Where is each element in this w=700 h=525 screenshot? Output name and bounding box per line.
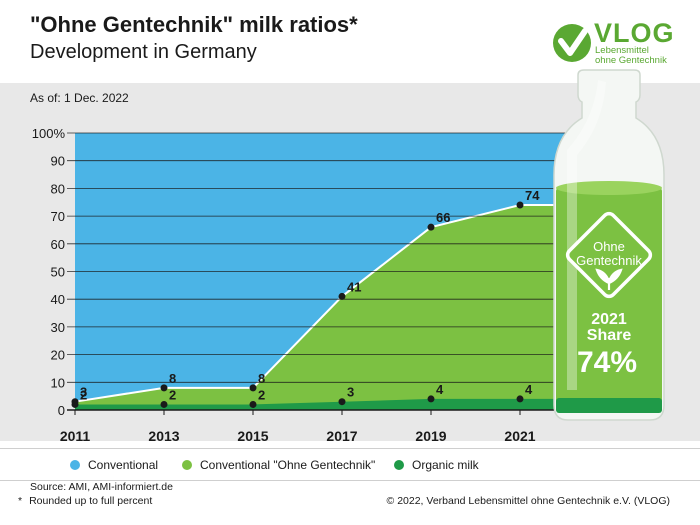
vlog-checkmark-icon	[553, 24, 591, 62]
y-tick-label: 60	[51, 237, 65, 252]
legend: Conventional Conventional "Ohne Gentechn…	[0, 452, 700, 480]
x-tick-label: 2011	[60, 428, 91, 444]
copyright: © 2022, Verband Lebensmittel ohne Gentec…	[386, 495, 670, 507]
ohne-gentechnik-data-label: 3	[80, 385, 87, 400]
y-tick-label: 40	[51, 292, 65, 307]
organic-point	[338, 398, 346, 406]
ohne-gentechnik-data-label: 66	[436, 210, 450, 225]
area-chart: 100% 90 80 70 60 50 40 30 20 10 0 2011 2013 2015 2017 2…	[32, 69, 665, 444]
ohne-gentechnik-data-label: 8	[258, 371, 265, 386]
organic-data-label: 4	[436, 382, 444, 397]
legend-dot	[394, 460, 404, 470]
x-tick-label: 2019	[415, 428, 446, 444]
ohne-gentechnik-data-label: 8	[169, 371, 176, 386]
seal-text-line-1: Ohne	[593, 239, 625, 254]
legend-item-conventional: Conventional	[70, 458, 158, 472]
plant-icon	[595, 268, 623, 290]
legend-label: Conventional	[88, 458, 159, 472]
rounding-note: * Rounded up to full percent	[18, 495, 153, 507]
ohne-gentechnik-point	[427, 223, 435, 231]
ohne-gentechnik-point	[160, 384, 168, 392]
vlog-logo: VLOG Lebensmittel ohne Gentechnik	[552, 18, 682, 68]
organic-data-label: 2	[80, 387, 87, 402]
y-tick-label: 80	[51, 181, 65, 196]
x-tick-label: 2021	[504, 428, 535, 444]
organic-point	[427, 395, 435, 403]
ohne-gentechnik-seal	[565, 211, 653, 299]
ohne-gentechnik-point	[516, 201, 524, 209]
bottle-fill-organic	[556, 398, 662, 413]
organic-point	[160, 400, 168, 408]
ohne-gentechnik-point	[249, 384, 257, 392]
organic-point	[516, 395, 524, 403]
share-year: 2021	[591, 311, 627, 328]
x-tick-label: 2017	[326, 428, 357, 444]
y-tick-label: 30	[51, 320, 65, 335]
legend-item-conventional-ohne-gentechnik: Conventional "Ohne Gentechnik"	[182, 458, 375, 472]
y-tick-label: 0	[58, 403, 65, 418]
organic-data-label: 4	[525, 382, 533, 397]
y-tick-label: 50	[51, 265, 65, 280]
x-tick-label: 2013	[148, 428, 179, 444]
y-tick-label: 10	[51, 375, 65, 390]
organic-data-label: 2	[258, 387, 265, 402]
organic-point	[249, 400, 257, 408]
legend-label: Organic milk	[412, 458, 479, 472]
series-ohne-gentechnik-area	[75, 205, 640, 410]
legend-item-organic: Organic milk	[394, 458, 479, 472]
ohne-gentechnik-data-label: 41	[347, 279, 361, 294]
organic-data-label: 3	[347, 385, 354, 400]
legend-dot	[182, 460, 192, 470]
legend-label: Conventional "Ohne Gentechnik"	[200, 458, 376, 472]
as-of-date: As of: 1 Dec. 2022	[30, 91, 129, 105]
organic-point	[71, 400, 79, 408]
organic-data-label: 2	[169, 387, 176, 402]
chart-subtitle: Development in Germany	[30, 41, 257, 63]
y-tick-label: 100%	[32, 126, 66, 141]
ohne-gentechnik-data-label: 74	[525, 188, 540, 203]
series-organic-area	[75, 398, 640, 410]
note-text: Rounded up to full percent	[29, 495, 153, 507]
legend-dot	[70, 460, 80, 470]
bottle-highlight	[567, 80, 606, 390]
y-tick-label: 70	[51, 209, 65, 224]
ohne-gentechnik-point	[338, 292, 346, 300]
y-tick-label: 20	[51, 348, 65, 363]
share-label: Share	[587, 327, 632, 344]
logo-name: VLOG	[594, 18, 675, 48]
share-value: 74%	[577, 346, 637, 379]
y-tick-label: 90	[51, 154, 65, 169]
logo-tagline-2: ohne Gentechnik	[595, 55, 667, 66]
source-note: Source: AMI, AMI-informiert.de	[30, 481, 173, 493]
chart-title: "Ohne Gentechnik" milk ratios*	[30, 12, 358, 37]
footer-divider	[0, 480, 700, 481]
logo-tagline-1: Lebensmittel	[595, 45, 649, 56]
seal-text-line-2: Gentechnik	[576, 253, 642, 268]
bottle-fill-surface	[556, 181, 662, 195]
x-tick-label: 2015	[237, 428, 268, 444]
note-marker: *	[18, 495, 23, 507]
divider	[0, 448, 700, 449]
